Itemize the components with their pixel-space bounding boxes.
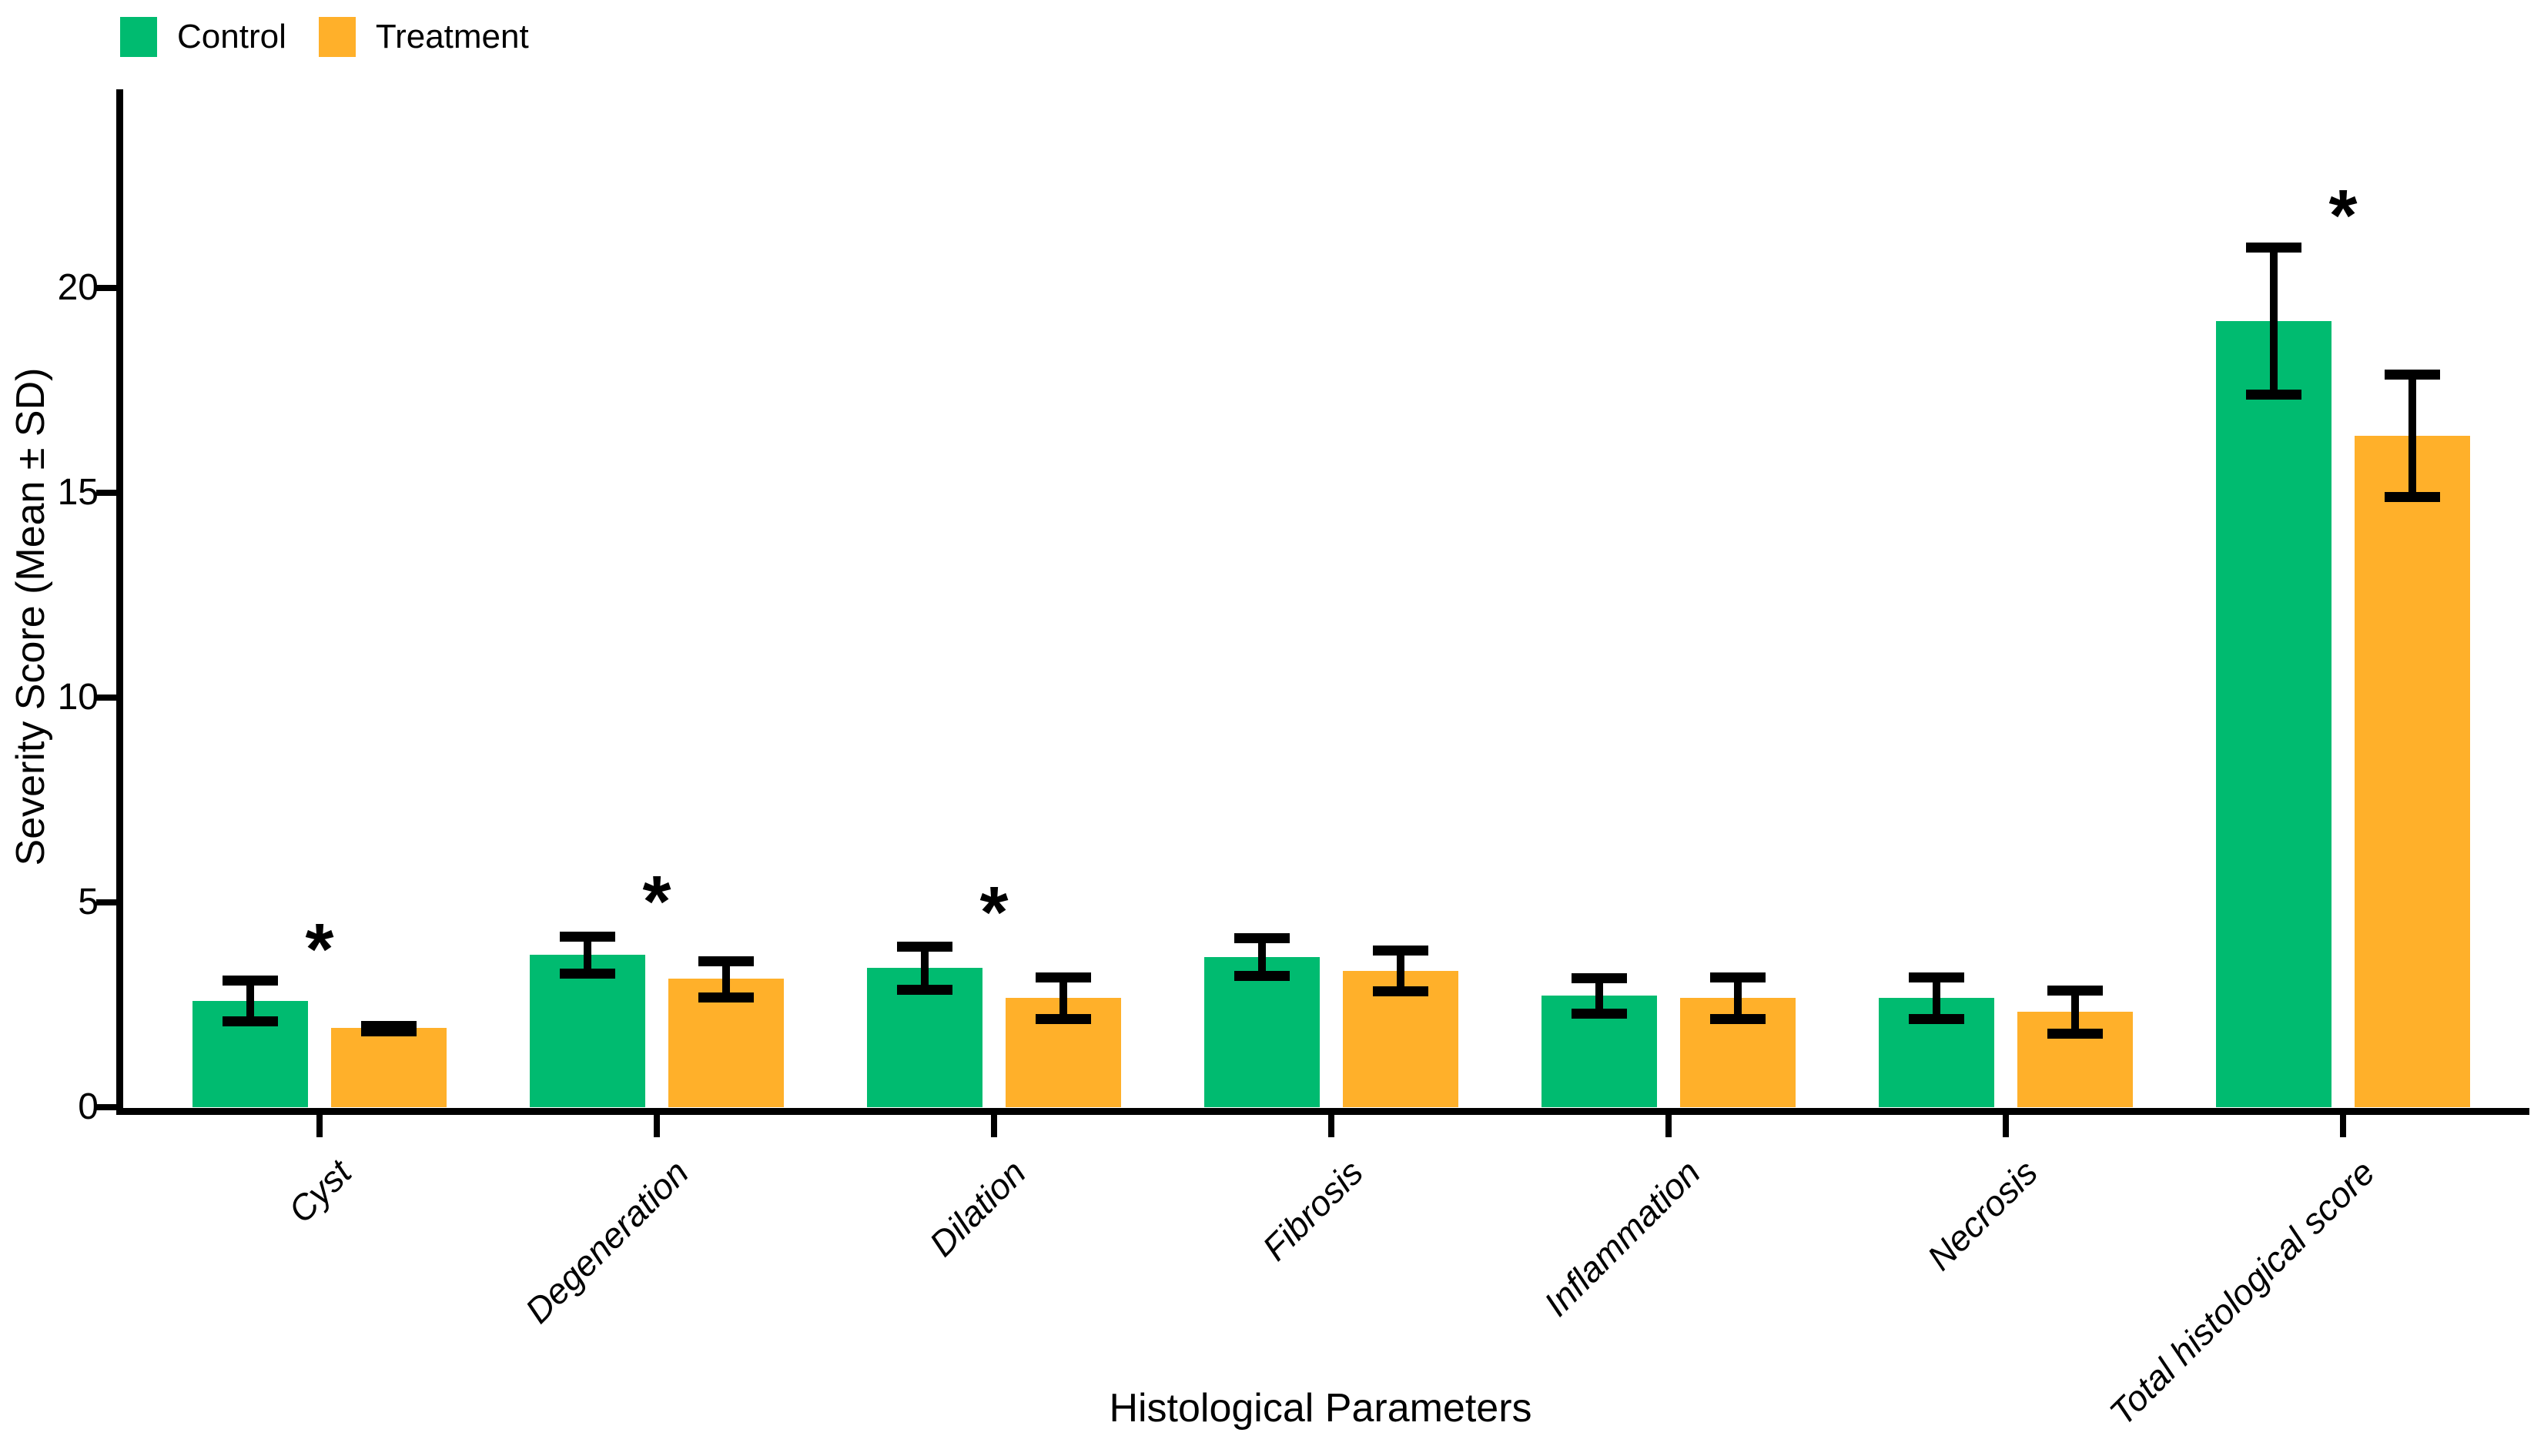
errorbar-cap-top-treatment-dilation (1036, 972, 1091, 982)
errorbar-cap-top-control-inflammation (1572, 973, 1627, 983)
errorbar-stem-control-fibrosis (1258, 938, 1266, 976)
y-tick-label: 10 (57, 677, 99, 718)
control-swatch-icon (120, 17, 157, 57)
y-tick (96, 899, 119, 905)
y-tick (96, 285, 119, 291)
legend-item-control: Control (120, 17, 286, 57)
errorbar-cap-bottom-control-inflammation (1572, 1009, 1627, 1019)
bar-control-fibrosis (1204, 957, 1320, 1107)
errorbar-cap-bottom-control-necrosis (1909, 1014, 1964, 1024)
errorbar-cap-bottom-control-dilation (897, 985, 952, 995)
errorbar-stem-control-inflammation (1595, 978, 1603, 1013)
x-tick-label-cyst: Cyst (280, 1152, 360, 1231)
errorbar-cap-top-control-necrosis (1909, 972, 1964, 982)
significance-asterisk-dilation: * (979, 872, 1009, 953)
bar-treatment-cyst (331, 1028, 447, 1107)
legend-label-control: Control (177, 18, 286, 55)
x-tick (1665, 1114, 1672, 1137)
errorbar-stem-treatment-necrosis (2071, 990, 2079, 1033)
x-tick (654, 1114, 660, 1137)
errorbar-cap-bottom-treatment-dilation (1036, 1014, 1091, 1024)
errorbar-cap-bottom-control-degeneration (560, 969, 615, 979)
errorbar-stem-treatment-degeneration (722, 961, 730, 997)
errorbar-stem-treatment-fibrosis (1397, 950, 1404, 991)
x-axis-title: Histological Parameters (1109, 1386, 1532, 1431)
errorbar-cap-top-control-cyst (223, 976, 278, 986)
errorbar-cap-bottom-treatment-cyst (361, 1026, 417, 1036)
x-tick (2340, 1114, 2346, 1137)
x-axis-line (116, 1108, 2529, 1115)
errorbar-stem-treatment-inflammation (1734, 977, 1742, 1019)
legend-item-treatment: Treatment (318, 17, 529, 57)
y-tick-label: 5 (78, 882, 99, 922)
significance-asterisk-total-histological-score: * (2328, 175, 2358, 256)
errorbar-cap-top-control-dilation (897, 942, 952, 952)
y-tick-label: 20 (57, 267, 99, 308)
y-axis-line (116, 89, 123, 1114)
x-tick (316, 1114, 323, 1137)
errorbar-cap-top-treatment-inflammation (1710, 972, 1766, 982)
errorbar-cap-bottom-control-total-histological-score (2246, 390, 2301, 400)
y-tick-label: 15 (57, 472, 99, 513)
y-tick-label: 0 (78, 1086, 99, 1127)
errorbar-cap-bottom-treatment-degeneration (698, 992, 754, 1002)
errorbar-cap-top-treatment-total-histological-score (2385, 370, 2440, 380)
y-tick (96, 1104, 119, 1110)
errorbar-cap-top-treatment-necrosis (2047, 986, 2103, 996)
bar-control-total-histological-score (2216, 321, 2331, 1107)
x-tick (2003, 1114, 2009, 1137)
errorbar-stem-control-necrosis (1933, 977, 1940, 1019)
x-tick (991, 1114, 997, 1137)
x-tick (1328, 1114, 1334, 1137)
bar-control-degeneration (530, 955, 645, 1107)
y-tick (96, 490, 119, 496)
errorbar-cap-top-control-total-histological-score (2246, 243, 2301, 253)
y-tick (96, 695, 119, 701)
errorbar-stem-treatment-total-histological-score (2408, 374, 2416, 497)
errorbar-cap-top-treatment-fibrosis (1373, 946, 1428, 956)
errorbar-cap-bottom-treatment-necrosis (2047, 1029, 2103, 1039)
errorbar-stem-control-degeneration (584, 936, 591, 973)
errorbar-cap-top-treatment-degeneration (698, 956, 754, 966)
significance-asterisk-cyst: * (305, 909, 334, 990)
errorbar-cap-bottom-treatment-total-histological-score (2385, 492, 2440, 502)
errorbar-cap-bottom-treatment-inflammation (1710, 1014, 1766, 1024)
bar-treatment-total-histological-score (2355, 436, 2470, 1107)
errorbar-cap-bottom-control-cyst (223, 1016, 278, 1026)
errorbar-stem-control-cyst (246, 980, 254, 1021)
errorbar-cap-bottom-control-fibrosis (1234, 971, 1290, 981)
legend-label-treatment: Treatment (375, 18, 529, 55)
treatment-swatch-icon (318, 17, 356, 57)
errorbar-cap-bottom-treatment-fibrosis (1373, 986, 1428, 996)
legend: Control Treatment (120, 17, 529, 57)
errorbar-stem-control-dilation (921, 946, 929, 989)
errorbar-stem-control-total-histological-score (2270, 247, 2278, 394)
errorbar-cap-top-control-degeneration (560, 932, 615, 942)
significance-asterisk-degeneration: * (642, 861, 671, 942)
errorbar-cap-top-control-fibrosis (1234, 933, 1290, 943)
errorbar-stem-treatment-dilation (1059, 977, 1067, 1019)
